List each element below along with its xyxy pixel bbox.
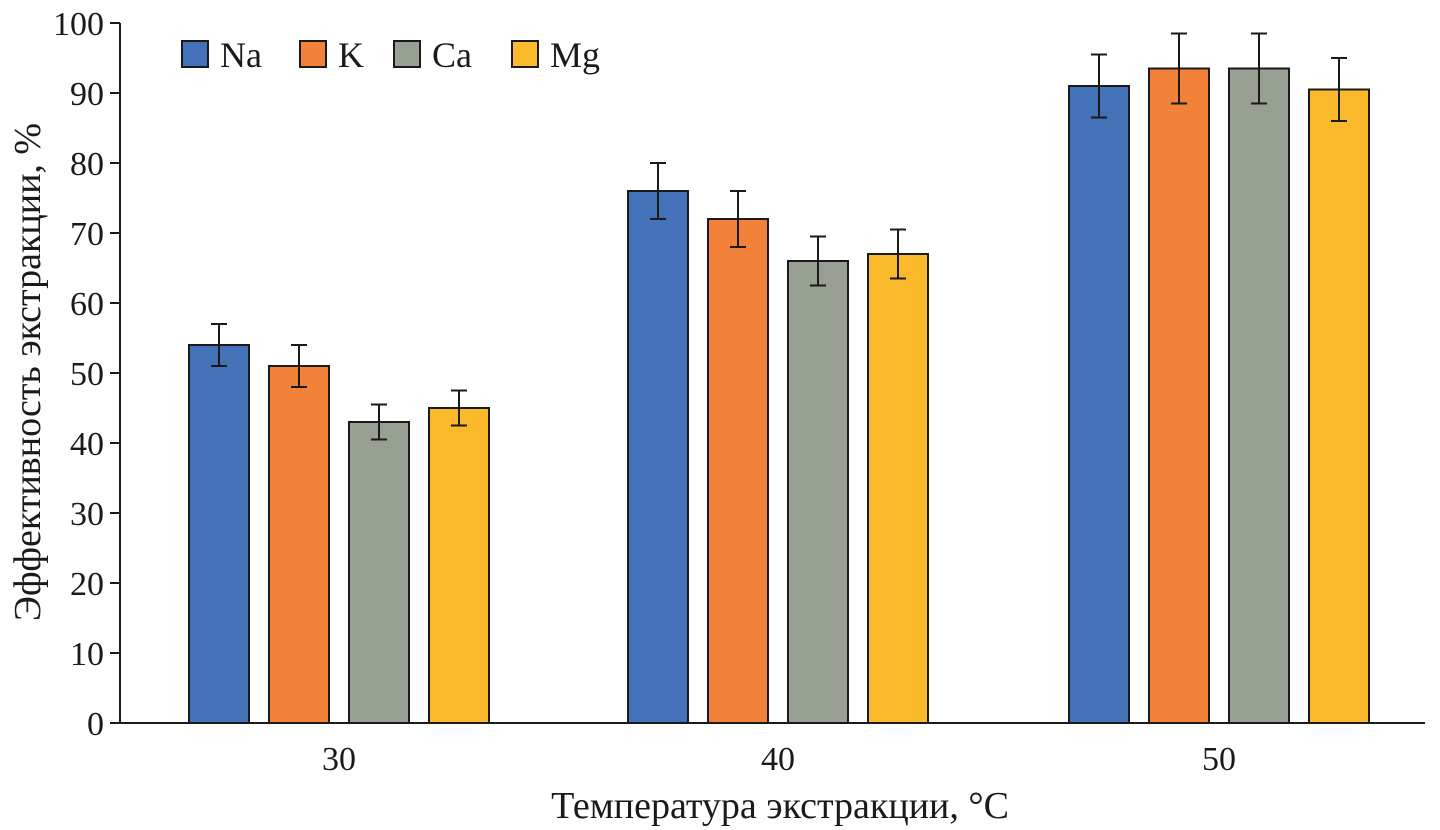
y-tick-label: 90 [70,76,104,113]
y-tick-label: 100 [53,6,104,43]
bar [188,344,250,724]
y-tick-label: 10 [70,636,104,673]
y-axis-label: Эффективность экстракции, % [7,123,49,621]
legend-label: Na [220,35,262,75]
bar [1308,88,1370,724]
y-tick-label: 30 [70,496,104,533]
bar [1228,67,1290,724]
bar [348,421,410,724]
bar [707,218,769,724]
y-tick-label: 50 [70,356,104,393]
x-axis-label: Температура экстракции, °C [551,785,1009,827]
bar [428,407,490,724]
bar [268,365,330,724]
y-tick-label: 40 [70,426,104,463]
bar [1148,67,1210,724]
y-tick-label: 60 [70,286,104,323]
bar [1068,85,1130,724]
legend-swatch [299,40,327,68]
x-tick-label: 40 [761,741,795,778]
y-tick-label: 0 [87,706,104,743]
legend-swatch [393,40,421,68]
x-tick-label: 30 [322,741,356,778]
x-tick-label: 50 [1202,741,1236,778]
y-tick-label: 20 [70,566,104,603]
legend-label: Ca [432,35,472,75]
bars [188,32,1370,724]
legend: Na K Ca Mg [181,35,600,75]
legend-label: K [338,35,364,75]
x-axis: 30 40 50 [120,722,1425,778]
legend-swatch [181,40,209,68]
legend-label: Mg [550,35,600,75]
legend-swatch [511,40,539,68]
bar [867,253,929,724]
y-axis: 0 10 20 30 40 50 60 70 80 90 100 [53,6,121,743]
bar [627,190,689,724]
y-tick-label: 70 [70,216,104,253]
bar [787,260,849,724]
y-tick-label: 80 [70,146,104,183]
